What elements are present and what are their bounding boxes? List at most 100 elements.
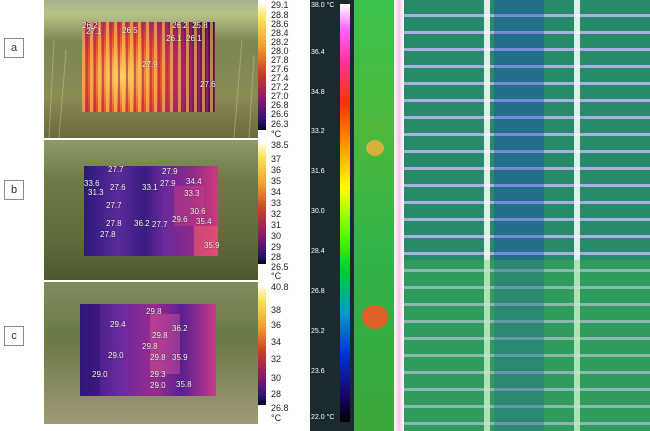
temp-label: 27.7 [108,165,124,174]
scale-tick: 26.6 [271,109,289,119]
scale-tick: 38.5 [271,140,289,150]
scale-tick: 27.4 [271,73,289,83]
aerial-scale-tick: 26.8 [311,288,325,295]
temp-label: 27.8 [100,230,116,239]
temp-label: 27.7 [106,201,122,210]
field-photo-c [44,282,258,424]
temp-label: 26.2 [82,21,98,30]
scale-tick: 28 [271,252,282,262]
scale-tick: 28.4 [271,28,289,38]
temp-label: 31.3 [88,188,104,197]
scale-tick: 35 [271,176,282,186]
aerial-scale-tick: 33.2 [311,128,325,135]
field-strip [354,0,394,431]
temp-label: 26.5 [122,26,138,35]
scale-tick: 26.3 [271,119,289,129]
temp-label: 33.6 [84,179,100,188]
aerial-thermal-image [310,0,650,431]
temp-label: 35.9 [172,353,188,362]
colorbar-a [258,4,266,130]
scale-tick: 28.0 [271,46,289,56]
scale-tick: 26.8 [271,100,289,110]
temp-label: 35.8 [176,380,192,389]
scale-tick: 30 [271,231,282,241]
field-photo-a [44,0,258,138]
temp-label: 29.8 [150,353,166,362]
scale-tick: 33 [271,198,282,208]
temp-label: 33.1 [142,183,158,192]
panel-label-c: c [4,326,24,346]
temp-label: 26.1 [186,34,202,43]
scale-tick: 37 [271,154,282,164]
scale-tick: 40.8 [271,282,289,292]
thermal-image-b [84,166,218,256]
aerial-scale-tick: 38.0 °C [311,2,335,9]
scale-tick: 28.2 [271,37,289,47]
scale-tick: 27.8 [271,55,289,65]
aerial-scale-tick: 23.6 [311,368,325,375]
colorbar-c [258,287,266,405]
temp-label: 29.4 [110,320,126,329]
scale-tick: 27.2 [271,82,289,92]
temp-label: 29.8 [142,342,158,351]
temp-label: 29.0 [150,381,166,390]
scale-unit: °C [271,413,282,423]
aerial-scale-tick: 25.2 [311,328,325,335]
scale-tick: 31 [271,220,282,230]
temp-label: 27.6 [110,183,126,192]
scale-tick: 28 [271,389,282,399]
field-photo-b [44,140,258,280]
wheat-texture [48,39,255,138]
scale-tick: 32 [271,354,282,364]
temp-label: 25.8 [192,21,208,30]
temp-label: 36.2 [172,324,188,333]
scale-tick: 29 [271,242,282,252]
aerial-scale-tick: 28.4 [311,248,325,255]
colorbar-b [258,144,266,264]
scale-tick: 34 [271,187,282,197]
scale-tick: 36 [271,320,282,330]
scale-tick: 29.1 [271,0,289,10]
temp-label: 34.4 [186,177,202,186]
aerial-scale-tick: 30.0 [311,208,325,215]
temp-label: 29.8 [152,331,168,340]
temp-label: 27.9 [160,179,176,188]
scale-tick: 27.6 [271,64,289,74]
temp-label: 36.2 [134,219,150,228]
temp-label: 26.2 [172,21,188,30]
aerial-scale-tick: 31.6 [311,168,325,175]
scale-tick: 32 [271,209,282,219]
thermal-image-a [82,22,215,112]
divider [394,0,404,431]
scale-unit: °C [271,129,282,139]
temp-label: 35.9 [204,241,220,250]
aerial-colorbar [340,4,350,422]
temp-label: 27.1 [86,27,102,36]
scale-tick: 28.8 [271,10,289,20]
temp-label: 29.0 [108,351,124,360]
temp-label: 27.7 [152,220,168,229]
hot-spot [362,305,388,329]
scale-tick: 36 [271,165,282,175]
scale-tick: 38 [271,305,282,315]
panel-label-a: a [4,38,24,58]
temp-label: 33.3 [184,189,200,198]
temp-label: 27.9 [162,167,178,176]
temp-label: 29.8 [146,307,162,316]
scale-tick: 30 [271,373,282,383]
scale-tick: 26.8 [271,403,289,413]
aerial-scale-tick: 22.0 °C [311,414,335,421]
scale-tick: 34 [271,337,282,347]
aerial-scale-tick: 36.4 [311,49,325,56]
temp-label: 27.9 [142,60,158,69]
temp-label: 27.8 [106,219,122,228]
aerial-scale-tick: 34.8 [311,89,325,96]
scale-tick: 26.5 [271,262,289,272]
temp-label: 35.4 [196,217,212,226]
temp-label: 26.1 [166,34,182,43]
temp-label: 30.6 [190,207,206,216]
scale-unit: °C [271,271,282,281]
hot-spot [366,140,384,156]
thermal-image-c [80,304,216,396]
scale-tick: 28.6 [271,19,289,29]
